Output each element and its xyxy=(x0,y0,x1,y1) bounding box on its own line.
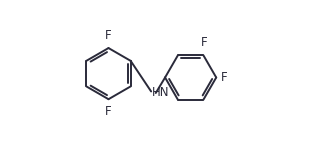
Text: HN: HN xyxy=(152,86,169,100)
Text: F: F xyxy=(105,105,112,118)
Text: F: F xyxy=(221,71,228,84)
Text: F: F xyxy=(202,36,208,49)
Text: F: F xyxy=(105,29,112,42)
